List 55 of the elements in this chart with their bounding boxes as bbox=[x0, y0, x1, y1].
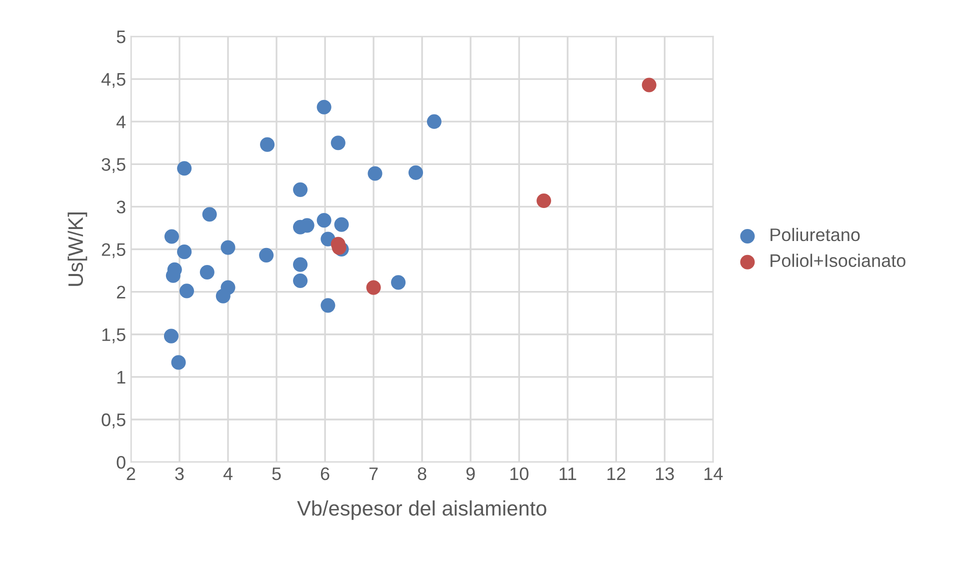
y-tick-label: 0 bbox=[116, 456, 126, 469]
x-tick-label: 9 bbox=[466, 467, 475, 480]
y-axis-title: Us[W/K] bbox=[68, 212, 88, 286]
y-tick-label: 3 bbox=[116, 200, 126, 214]
y-tick-label: 5 bbox=[116, 30, 126, 44]
x-tick-label: 10 bbox=[510, 467, 528, 480]
x-tick-label: 4 bbox=[223, 468, 232, 480]
point bbox=[259, 248, 274, 262]
x-tick-label: 12 bbox=[607, 467, 626, 480]
point bbox=[177, 244, 192, 260]
point bbox=[320, 298, 336, 313]
y-tick-label: 2 bbox=[116, 286, 126, 298]
legend-label: Poliuretano bbox=[770, 228, 860, 242]
y-tick-label: 4,5 bbox=[101, 73, 126, 88]
y-tick-label: 2,5 bbox=[102, 243, 126, 258]
point bbox=[368, 166, 382, 181]
point bbox=[202, 207, 217, 222]
x-tick-label: 13 bbox=[656, 467, 674, 480]
point bbox=[164, 328, 179, 344]
x-tick-label: 5 bbox=[272, 468, 281, 480]
point bbox=[171, 355, 186, 370]
point bbox=[164, 229, 180, 244]
x-tick-label: 8 bbox=[418, 467, 426, 480]
point bbox=[177, 161, 192, 176]
point bbox=[330, 136, 346, 150]
x-tick-label: 6 bbox=[320, 467, 330, 480]
y-tick-label: 4 bbox=[116, 116, 126, 128]
point bbox=[408, 165, 424, 180]
x-tick-label: 3 bbox=[175, 467, 184, 480]
x-tick-label: 11 bbox=[560, 468, 576, 480]
point bbox=[366, 280, 381, 295]
y-tick-label: 3,5 bbox=[102, 158, 126, 173]
point bbox=[260, 137, 275, 152]
legend-label: Poliol+Isocianato bbox=[770, 254, 906, 268]
point bbox=[220, 240, 236, 255]
y-tick-label: 1,5 bbox=[102, 328, 126, 344]
point bbox=[293, 273, 308, 288]
point bbox=[293, 257, 308, 272]
point bbox=[216, 288, 230, 304]
point bbox=[536, 193, 552, 208]
y-tick-label: 0,5 bbox=[102, 413, 126, 428]
x-tick-label: 2 bbox=[126, 467, 136, 480]
point bbox=[293, 182, 308, 197]
point bbox=[179, 284, 194, 298]
point bbox=[642, 78, 656, 92]
point bbox=[200, 264, 214, 280]
x-tick-label: 7 bbox=[369, 468, 378, 480]
x-axis-title: Vb/espesor del aislamiento bbox=[297, 500, 546, 520]
x-tick-label: 14 bbox=[704, 468, 723, 480]
point bbox=[334, 217, 349, 232]
point bbox=[391, 275, 406, 290]
point bbox=[316, 100, 332, 114]
y-tick-label: 1 bbox=[117, 371, 126, 384]
point bbox=[426, 114, 442, 129]
point bbox=[316, 213, 332, 228]
